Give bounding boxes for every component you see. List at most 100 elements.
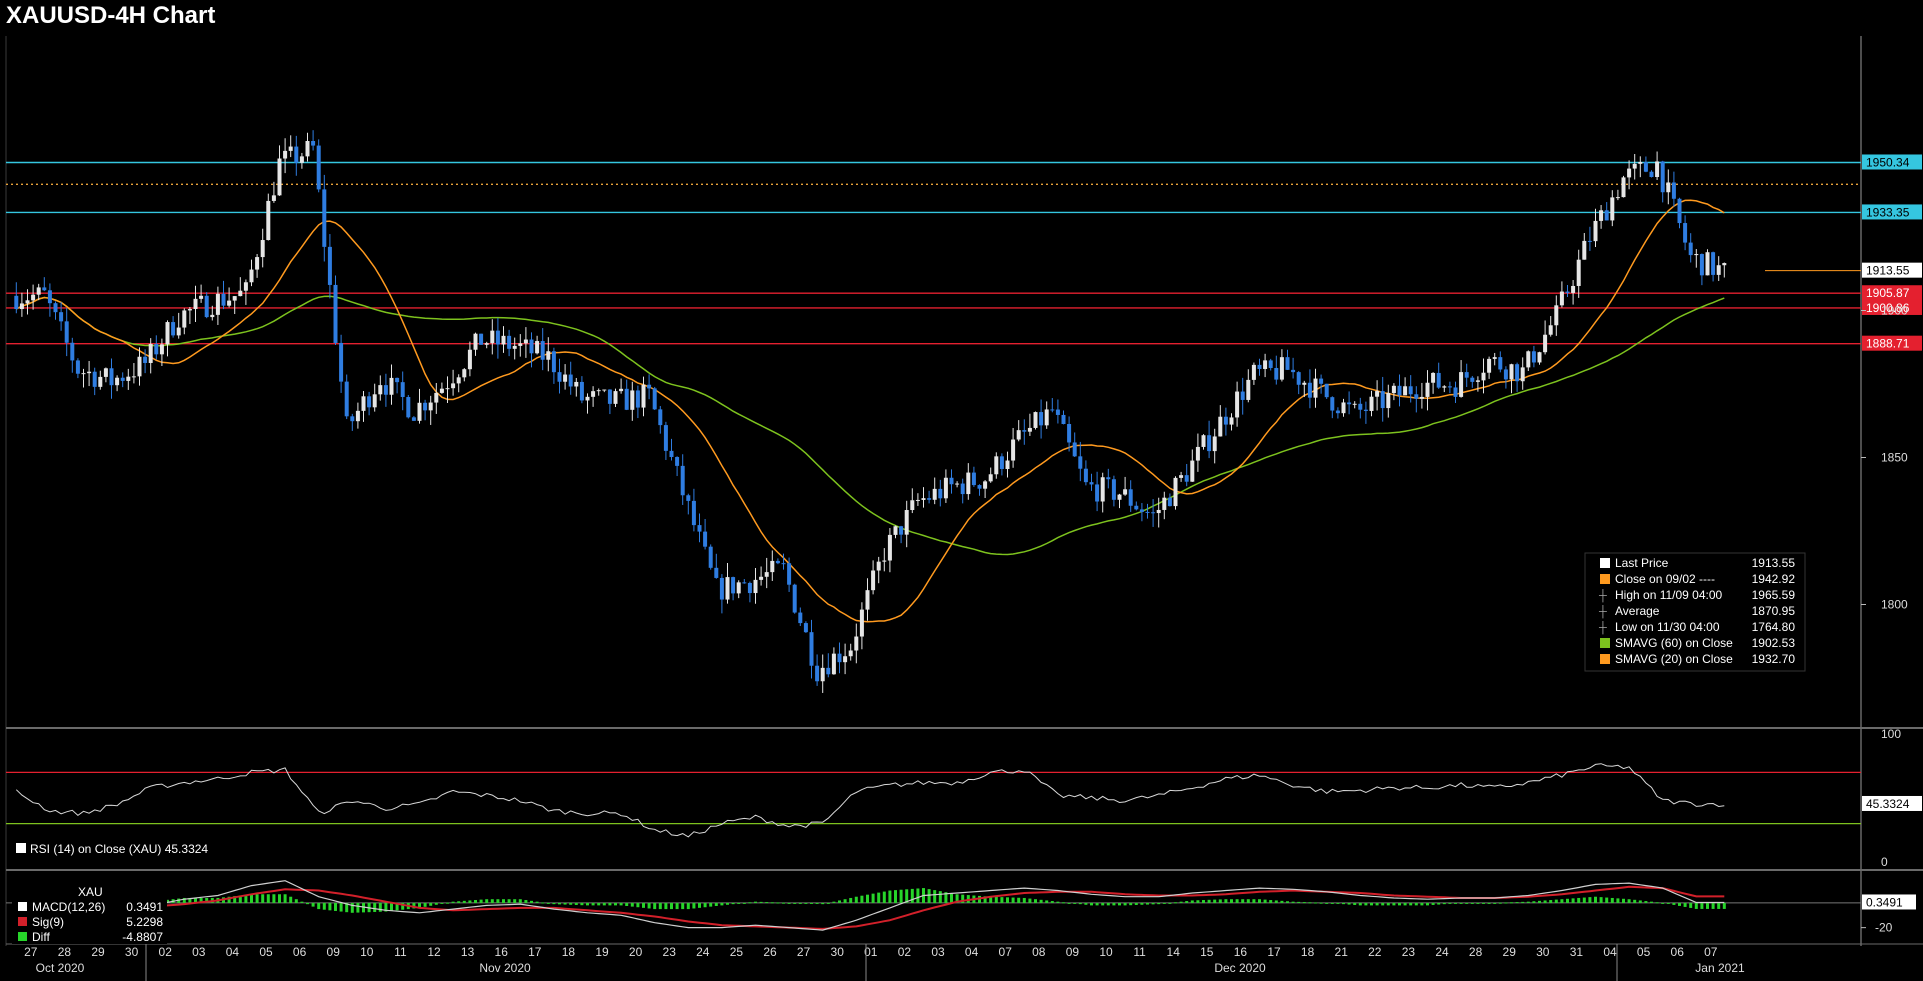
- candle-body: [59, 312, 64, 322]
- macd-diff-bar: [815, 902, 819, 904]
- macd-diff-bar: [1493, 902, 1497, 904]
- candle-body: [1111, 479, 1116, 500]
- macd-diff-bar: [765, 902, 769, 904]
- macd-diff-bar: [1314, 902, 1317, 904]
- macd-diff-bar: [1414, 902, 1418, 906]
- candle-body: [971, 472, 976, 486]
- candle-body: [1459, 372, 1464, 397]
- candle-body: [1033, 412, 1038, 428]
- macd-diff-bar: [485, 899, 489, 903]
- macd-diff-bar: [328, 902, 332, 911]
- macd-diff-bar: [474, 900, 477, 903]
- candle-body: [882, 560, 887, 562]
- macd-diff-bar: [754, 901, 757, 903]
- macd-legend-label: MACD(12,26): [32, 900, 105, 914]
- macd-diff-bar: [1386, 902, 1390, 906]
- macd-diff-bar: [1560, 899, 1564, 903]
- candle-body: [753, 579, 758, 594]
- candle-body: [1268, 360, 1273, 368]
- rsi-line: [15, 763, 1725, 838]
- candle-body: [1095, 484, 1100, 502]
- candle-body: [350, 416, 355, 422]
- macd-diff-bar: [1398, 902, 1401, 906]
- candle-body: [501, 335, 506, 345]
- macd-diff-bar: [1084, 902, 1088, 905]
- day-tick-label: 25: [730, 945, 744, 959]
- candle-body: [540, 341, 545, 360]
- macd-diff-bar: [496, 899, 500, 903]
- day-tick-label: 04: [965, 945, 979, 959]
- day-tick-label: 23: [663, 945, 677, 959]
- candle-body: [1139, 509, 1144, 512]
- day-tick-label: 13: [461, 945, 475, 959]
- legend-marker: [1600, 558, 1610, 568]
- candle-body: [1593, 220, 1598, 242]
- candle-body: [1604, 210, 1609, 221]
- candle-body: [1027, 427, 1032, 432]
- macd-diff-bar: [434, 902, 438, 905]
- candle-body: [165, 322, 170, 345]
- candle-body: [977, 485, 982, 489]
- candle-body: [484, 343, 489, 345]
- macd-diff-bar: [703, 902, 707, 908]
- macd-diff-bar: [871, 893, 875, 903]
- macd-diff-bar: [1235, 899, 1239, 903]
- candle-body: [1655, 161, 1660, 178]
- legend-value: 1965.59: [1752, 588, 1796, 602]
- candle-body: [1408, 386, 1413, 395]
- macd-diff-bar: [1353, 902, 1357, 905]
- candle-body: [865, 590, 870, 610]
- macd-diff-bar: [1269, 900, 1273, 903]
- macd-diff-bar: [1330, 902, 1334, 904]
- day-tick-label: 01: [864, 945, 878, 959]
- macd-diff-bar: [1034, 899, 1037, 903]
- candle-body: [1537, 352, 1542, 363]
- candle-body: [120, 377, 125, 381]
- macd-diff-bar: [1342, 902, 1345, 905]
- candle-body: [1313, 378, 1318, 398]
- macd-diff-bar: [1241, 899, 1245, 903]
- day-tick-label: 16: [1234, 945, 1248, 959]
- day-tick-label: 28: [58, 945, 72, 959]
- legend-value: 1870.95: [1752, 604, 1796, 618]
- candle-series: [14, 130, 1727, 693]
- candle-body: [725, 577, 730, 600]
- candle-body: [1363, 409, 1368, 411]
- candle-body: [831, 653, 836, 675]
- macd-series-label: XAU: [78, 885, 103, 899]
- candle-body: [669, 450, 674, 458]
- macd-diff-bar: [843, 899, 847, 903]
- macd-diff-bar: [490, 899, 494, 903]
- candle-body: [283, 150, 288, 159]
- level-tag-label: 1950.34: [1866, 155, 1910, 169]
- candle-body: [81, 373, 86, 375]
- candle-body: [327, 246, 332, 285]
- macd-diff-bar: [1521, 901, 1525, 903]
- macd-diff-bar: [194, 897, 197, 903]
- day-tick-label: 05: [259, 945, 273, 959]
- candle-body: [1638, 161, 1643, 164]
- day-tick-label: 10: [360, 945, 374, 959]
- day-tick-label: 06: [293, 945, 307, 959]
- legend-glyph: ┼: [1598, 604, 1607, 619]
- candle-body: [109, 368, 114, 386]
- day-tick-label: 11: [1133, 945, 1146, 959]
- macd-diff-bar: [294, 899, 298, 903]
- macd-tick-label: -20: [1875, 921, 1893, 935]
- candle-body: [1167, 497, 1172, 507]
- candle-body: [1044, 409, 1049, 426]
- candle-body: [1419, 396, 1424, 399]
- sma20-series: [15, 199, 1725, 623]
- level-tag: [1862, 262, 1922, 278]
- day-tick-label: 17: [528, 945, 542, 959]
- macd-legend-label: Diff: [32, 930, 50, 944]
- day-tick-label: 31: [1570, 945, 1584, 959]
- macd-diff-bar: [518, 899, 522, 903]
- candle-body: [1352, 403, 1357, 405]
- macd-diff-bar: [1319, 902, 1323, 904]
- day-tick-label: 22: [1368, 945, 1382, 959]
- rsi-value-tag: [1862, 795, 1922, 811]
- candle-body: [344, 381, 349, 417]
- candle-body: [92, 371, 97, 387]
